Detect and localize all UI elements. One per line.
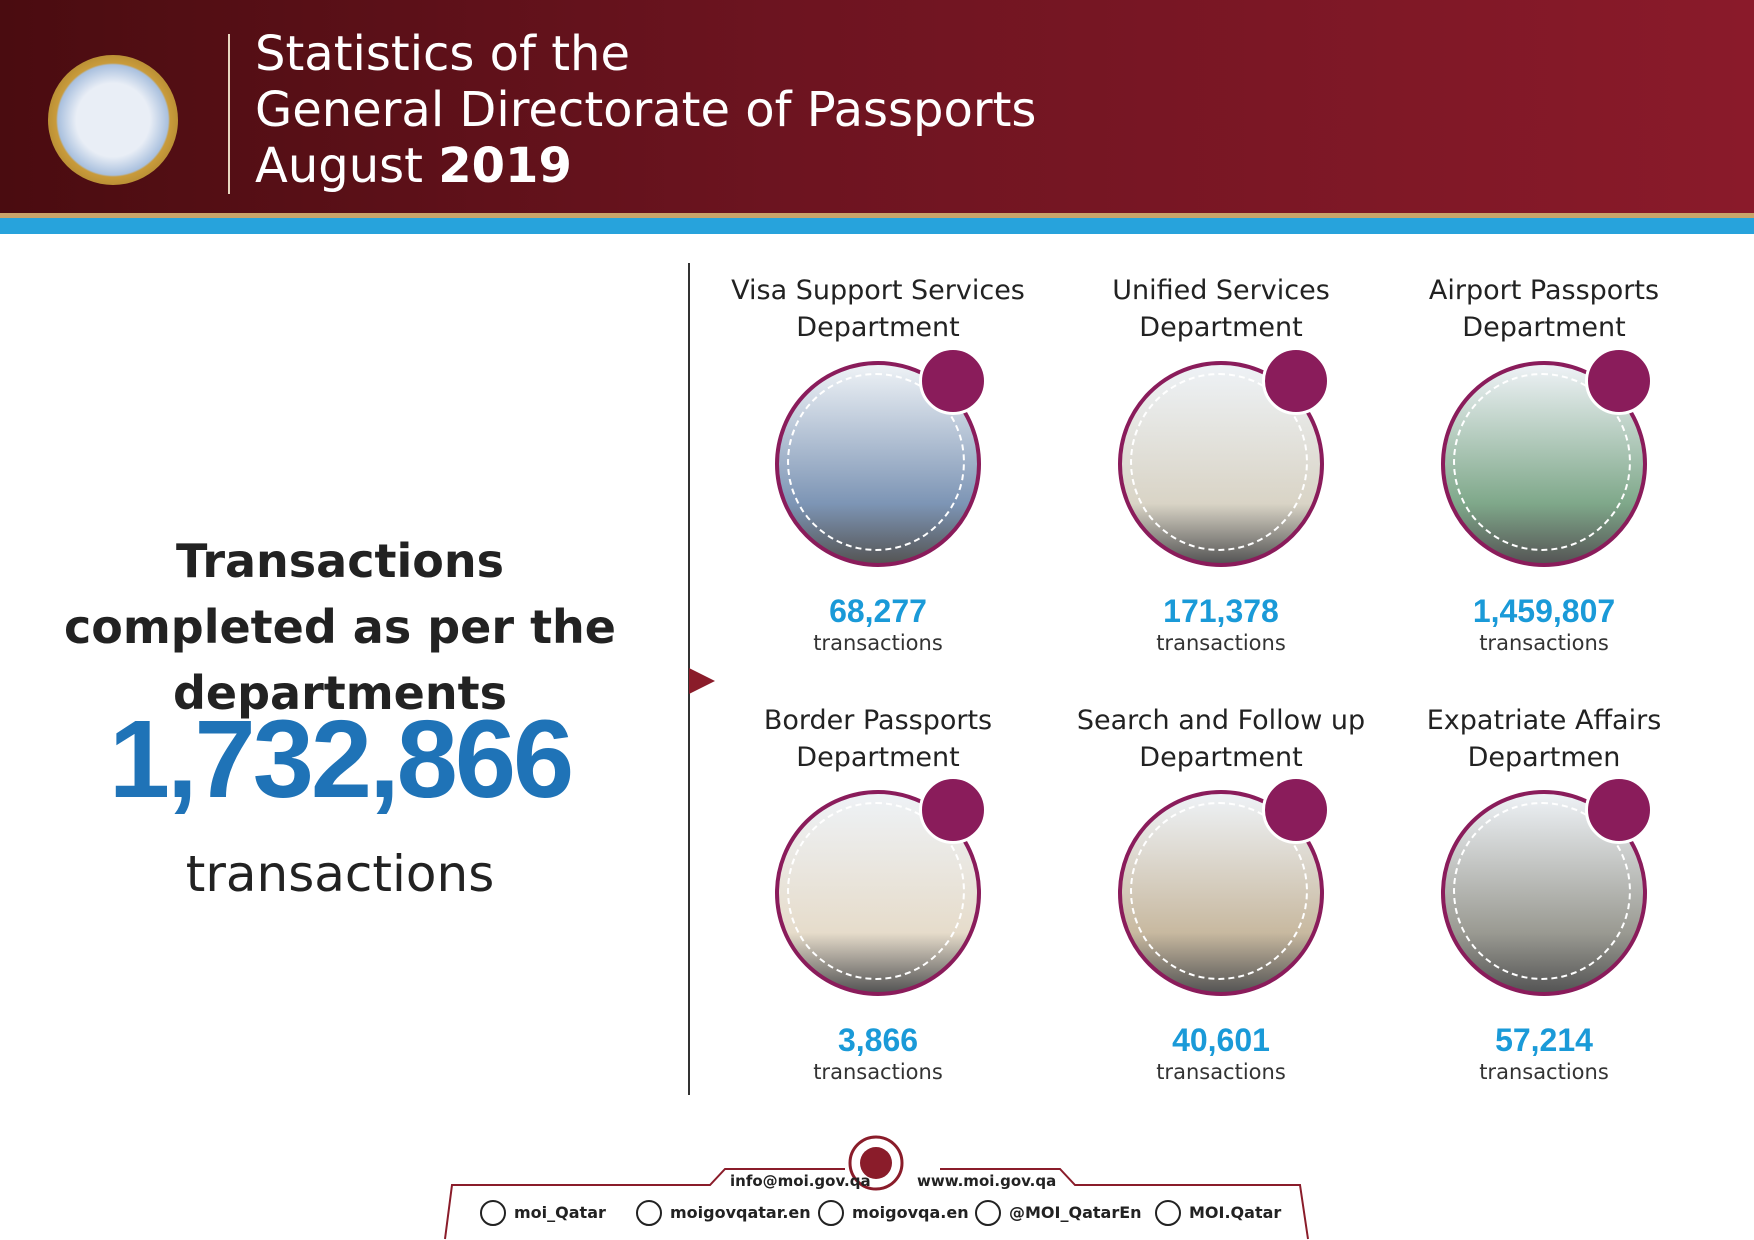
social-icon [636, 1200, 662, 1226]
department-name: Border Passports Department [763, 705, 993, 773]
department-value: 1,459,807 [1472, 593, 1616, 629]
social-icon [480, 1200, 506, 1226]
header-separator [228, 34, 230, 194]
department-unit: transactions [813, 1060, 943, 1084]
department-name: Unified Services Department [1112, 275, 1330, 343]
month: August [255, 138, 423, 194]
department-icon [1585, 776, 1653, 844]
social-icon [975, 1200, 1001, 1226]
logo [48, 55, 178, 185]
photo-ring [787, 373, 965, 551]
department-icon [919, 776, 987, 844]
department-unit: transactions [1479, 1060, 1609, 1084]
department-value: 3,866 [837, 1022, 919, 1058]
department-unit: transactions [1479, 631, 1609, 655]
header-banner [0, 0, 1754, 213]
department-name: Airport Passports Department [1428, 275, 1660, 343]
department-unit: transactions [813, 631, 943, 655]
department-value: 57,214 [1495, 1022, 1593, 1058]
photo-ring [787, 802, 965, 980]
department-name: Visa Support Services Department [731, 275, 1025, 343]
social-handle: @MOI_QatarEn [1009, 1203, 1142, 1222]
summary-heading: Transactions completed as per the depart… [63, 534, 617, 720]
social-handle: MOI.Qatar [1189, 1203, 1282, 1222]
social-icon [818, 1200, 844, 1226]
social-handle: moigovqatar.en [670, 1203, 811, 1222]
gold-stripe [0, 213, 1754, 218]
year: 2019 [438, 138, 572, 194]
department-value: 68,277 [829, 593, 927, 629]
summary-unit: transactions [185, 845, 495, 903]
footer-website: www.moi.gov.qa [917, 1172, 1057, 1190]
social-handle: moigovqa.en [852, 1203, 969, 1222]
department-value: 40,601 [1172, 1022, 1270, 1058]
department-icon [1262, 776, 1330, 844]
photo-ring [1130, 373, 1308, 551]
photo-ring [1453, 373, 1631, 551]
divider-pointer [689, 668, 715, 694]
social-icon [1155, 1200, 1181, 1226]
department-unit: transactions [1156, 631, 1286, 655]
department-icon [919, 347, 987, 415]
summary-total: 1,732,866 [108, 698, 574, 821]
photo-ring [1453, 802, 1631, 980]
department-value: 171,378 [1163, 593, 1279, 629]
footer-email: info@moi.gov.qa [730, 1172, 871, 1190]
title-line: General Directorate of Passports [255, 82, 1037, 138]
footer-frame [444, 1135, 1309, 1240]
blue-stripe [0, 218, 1754, 234]
title-line: Statistics of the [255, 26, 630, 82]
photo-ring [1130, 802, 1308, 980]
title-date: August 2019 [255, 138, 572, 194]
department-icon [1262, 347, 1330, 415]
social-handle: moi_Qatar [514, 1203, 606, 1222]
department-icon [1585, 347, 1653, 415]
department-name: Expatriate Affairs Departmen [1426, 705, 1662, 773]
department-name: Search and Follow up Department [1076, 705, 1366, 773]
department-unit: transactions [1156, 1060, 1286, 1084]
